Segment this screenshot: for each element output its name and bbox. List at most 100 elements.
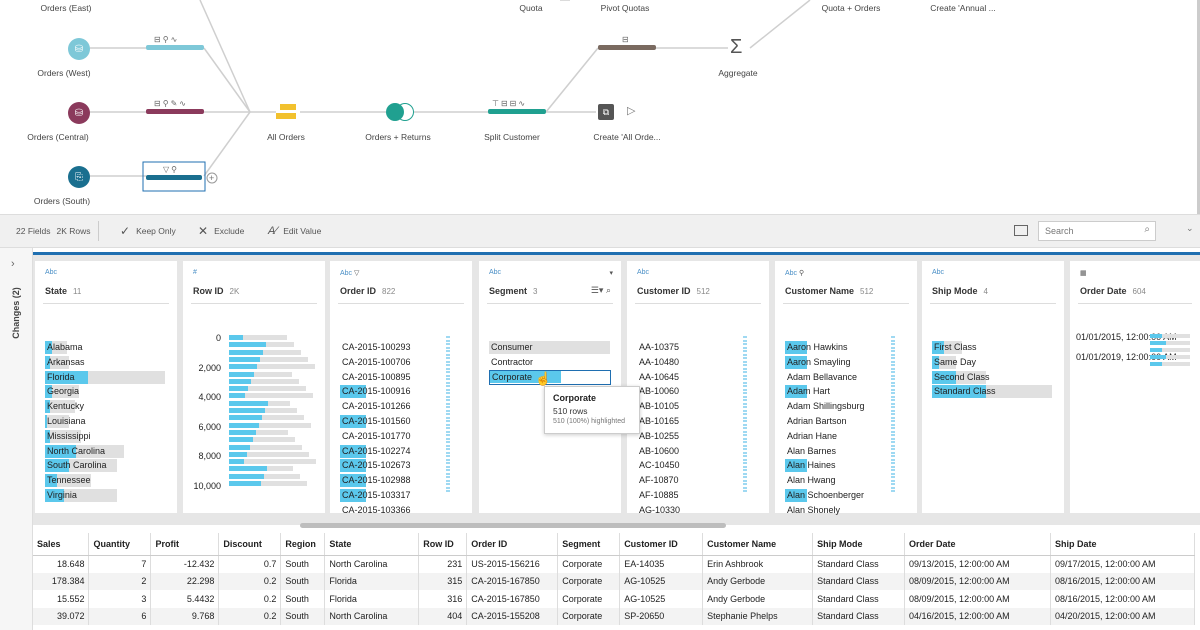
field-name[interactable]: Row ID 2K <box>193 286 239 296</box>
table-cell[interactable]: 6 <box>88 607 152 625</box>
value-row[interactable]: Alabama <box>45 341 83 354</box>
histogram-bar[interactable] <box>229 451 309 457</box>
value-row[interactable]: CA-2015-103317 <box>340 489 411 502</box>
histogram-bar[interactable] <box>229 481 307 486</box>
table-cell[interactable]: 18.648 <box>33 555 90 573</box>
field-name[interactable]: Customer ID 512 <box>637 286 710 296</box>
horizontal-scrollbar[interactable] <box>300 523 726 528</box>
node-label-pivot-quotas[interactable]: Pivot Quotas <box>600 3 650 13</box>
clean-step-split-customer[interactable] <box>488 109 546 114</box>
table-cell[interactable]: 2 <box>88 572 152 590</box>
value-row[interactable]: CA-2015-100706 <box>340 356 411 369</box>
table-cell[interactable]: Corporate <box>557 572 621 590</box>
value-row[interactable]: Mississippi <box>45 429 91 443</box>
value-row[interactable]: Louisiana <box>45 415 86 428</box>
histogram-bar[interactable] <box>229 386 306 392</box>
file-icon[interactable]: ⎘ <box>68 166 90 188</box>
flow-canvas[interactable]: + Orders (East) ⛁ Orders (West) ⊟⚲∿ ⛁ Or… <box>0 0 1200 214</box>
profile-card-row-id[interactable]: # Row ID 2K 0 2,000 4,000 6,000 8,000 10,000 <box>183 261 325 513</box>
value-row[interactable]: CA-2015-100895 <box>340 371 411 384</box>
value-row[interactable]: AB-10255 <box>637 430 679 443</box>
run-flow-icon[interactable]: ▷ <box>627 105 636 117</box>
edit-value-button[interactable]: A⁄ Edit Value <box>268 225 321 237</box>
summary-bars[interactable] <box>891 336 901 494</box>
table-cell[interactable]: 09/17/2015, 12:00:00 AM <box>1050 555 1196 573</box>
date-bar[interactable] <box>1150 334 1190 338</box>
table-cell[interactable]: 04/20/2015, 12:00:00 AM <box>1050 607 1196 625</box>
histogram-bar[interactable] <box>229 473 300 479</box>
summary-bars[interactable] <box>446 336 456 494</box>
node-label-orders-east[interactable]: Orders (East) <box>40 3 92 13</box>
profile-card-customer-id[interactable]: Abc Customer ID 512 AA-10375 AA-10480 AA-10… <box>627 261 769 515</box>
value-row[interactable]: Adrian Bartson <box>785 415 847 428</box>
summary-bars[interactable] <box>743 336 753 494</box>
table-cell[interactable]: Florida <box>324 590 420 608</box>
vertical-scrollbar[interactable] <box>1197 0 1200 214</box>
field-name[interactable]: State 11 <box>45 286 81 296</box>
histogram-bar[interactable] <box>229 444 302 450</box>
histogram-bar[interactable] <box>229 466 293 472</box>
table-cell[interactable]: -12.432 <box>150 555 220 573</box>
table-cell[interactable]: 08/09/2015, 12:00:00 AM <box>904 590 1051 608</box>
column-header[interactable]: Quantity <box>88 533 152 556</box>
table-cell[interactable]: 315 <box>418 572 468 590</box>
value-row[interactable]: Adam Shillingsburg <box>785 400 865 413</box>
value-row[interactable]: Standard Class <box>932 385 1052 399</box>
table-cell[interactable]: 08/16/2015, 12:00:00 AM <box>1050 572 1196 590</box>
column-header[interactable]: Ship Mode <box>812 533 906 556</box>
table-row[interactable]: 15.552 3 5.4432 0.2 South Florida 316 CA-2015-1… <box>33 590 1196 608</box>
table-cell[interactable]: SP-20650 <box>619 607 704 625</box>
table-cell[interactable]: Stephanie Phelps <box>702 607 814 625</box>
value-row[interactable]: AA-10645 <box>637 371 679 384</box>
table-cell[interactable]: 22.298 <box>150 572 220 590</box>
value-row[interactable]: CA-2015-100916 <box>340 385 411 399</box>
node-label-quota[interactable]: Quota <box>519 3 543 13</box>
table-cell[interactable]: CA-2015-167850 <box>466 572 559 590</box>
table-cell[interactable]: 0.2 <box>218 607 282 625</box>
value-row[interactable]: AF-10885 <box>637 489 679 502</box>
column-header[interactable]: Discount <box>218 533 282 556</box>
table-cell[interactable]: Andy Gerbode <box>702 590 814 608</box>
value-row[interactable]: AA-10375 <box>637 341 679 354</box>
exclude-button[interactable]: ✕ Exclude <box>198 224 244 238</box>
column-header[interactable]: Sales <box>33 533 90 556</box>
histogram-bar[interactable] <box>229 349 301 355</box>
histogram-bar[interactable] <box>229 364 315 370</box>
column-header[interactable]: Profit <box>150 533 220 556</box>
value-row[interactable]: AB-10600 <box>637 445 679 458</box>
table-cell[interactable]: Standard Class <box>812 607 906 625</box>
sort-and-search-icons[interactable]: ☰▾ ⌕ <box>591 285 611 296</box>
profile-card-order-date[interactable]: ▦ Order Date 604 01/01/2015, 12:00:00 AM … <box>1070 261 1200 513</box>
table-cell[interactable]: South <box>280 555 326 573</box>
value-row[interactable]: CA-2015-100293 <box>340 341 411 354</box>
value-row[interactable]: Tennessee <box>45 474 91 488</box>
value-row[interactable]: Aaron Smayling <box>785 355 851 369</box>
table-cell[interactable]: US-2015-156216 <box>466 555 559 573</box>
clean-step-west[interactable] <box>146 45 204 50</box>
table-cell[interactable]: Standard Class <box>812 572 906 590</box>
value-row[interactable]: Alan Hwang <box>785 474 836 487</box>
table-cell[interactable]: North Carolina <box>324 555 420 573</box>
table-cell[interactable]: North Carolina <box>324 607 420 625</box>
field-name[interactable]: Order ID 822 <box>340 286 395 296</box>
field-name[interactable]: Customer Name 512 <box>785 286 873 296</box>
table-cell[interactable]: Standard Class <box>812 590 906 608</box>
node-label-create-annual[interactable]: Create 'Annual ... <box>930 3 996 13</box>
database-icon[interactable]: ⛁ <box>68 38 90 60</box>
keep-only-button[interactable]: ✓ Keep Only <box>120 224 176 238</box>
value-row[interactable]: Alan Barnes <box>785 445 836 458</box>
table-cell[interactable]: CA-2015-167850 <box>466 590 559 608</box>
join-icon[interactable] <box>386 103 416 121</box>
value-row[interactable]: Aaron Hawkins <box>785 341 848 354</box>
histogram-bar[interactable] <box>229 371 292 377</box>
table-cell[interactable]: Erin Ashbrook <box>702 555 814 573</box>
table-row[interactable]: 178.384 2 22.298 0.2 South Florida 315 CA-2015-… <box>33 572 1196 590</box>
table-cell[interactable]: 39.072 <box>33 607 90 625</box>
chevron-right-icon[interactable]: › <box>11 258 15 270</box>
changes-rail[interactable]: › Changes (2) <box>0 248 33 630</box>
table-cell[interactable]: 08/16/2015, 12:00:00 AM <box>1050 590 1196 608</box>
value-row[interactable]: CA-2015-101266 <box>340 400 411 413</box>
histogram-bar[interactable] <box>229 335 287 340</box>
histogram-bar[interactable] <box>229 408 297 413</box>
table-cell[interactable]: 231 <box>418 555 468 573</box>
